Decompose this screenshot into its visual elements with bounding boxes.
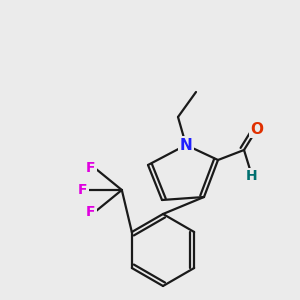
Text: F: F	[86, 205, 96, 219]
Text: N: N	[180, 137, 192, 152]
Text: H: H	[246, 169, 258, 183]
Text: F: F	[86, 161, 96, 175]
Text: O: O	[250, 122, 263, 136]
Text: F: F	[78, 183, 88, 197]
